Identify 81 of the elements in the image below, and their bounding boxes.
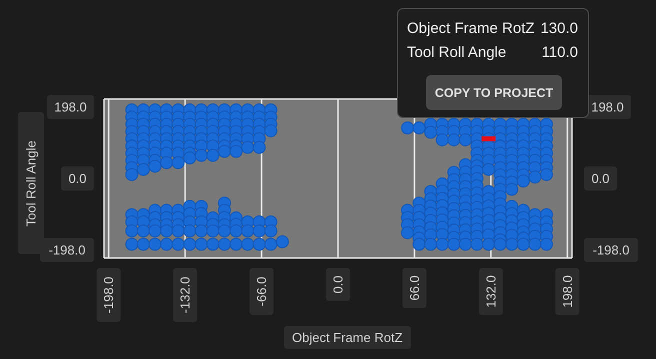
point bbox=[241, 238, 254, 251]
x-tick-label: -132.0 bbox=[178, 276, 193, 314]
x-tick-label: 66.0 bbox=[406, 275, 422, 301]
point bbox=[172, 156, 185, 170]
point bbox=[458, 133, 472, 146]
point bbox=[401, 121, 414, 134]
point bbox=[482, 238, 496, 251]
point bbox=[494, 238, 507, 251]
point bbox=[436, 238, 449, 251]
point bbox=[160, 224, 174, 238]
point bbox=[230, 224, 243, 238]
point bbox=[252, 224, 266, 238]
point bbox=[194, 238, 208, 251]
y2-tick-label: -198.0 bbox=[592, 242, 630, 258]
point bbox=[218, 238, 231, 251]
point bbox=[194, 148, 208, 162]
point bbox=[436, 133, 449, 146]
point bbox=[505, 182, 518, 196]
point bbox=[125, 238, 138, 251]
point bbox=[183, 238, 196, 251]
point bbox=[148, 238, 162, 251]
point bbox=[230, 238, 243, 251]
point bbox=[241, 140, 254, 154]
point bbox=[194, 224, 208, 238]
point bbox=[412, 121, 426, 134]
point bbox=[125, 224, 138, 238]
point bbox=[424, 238, 438, 251]
point bbox=[172, 224, 185, 238]
y-tick-label: 0.0 bbox=[68, 171, 87, 186]
point bbox=[252, 238, 266, 251]
point bbox=[482, 162, 496, 176]
popup-panel: Object Frame RotZ 130.0 Tool Roll Angle 110.0 COPY TO PROJECT bbox=[397, 8, 589, 118]
point bbox=[218, 224, 231, 238]
y-tick-label: 198.0 bbox=[54, 99, 87, 114]
copy-button[interactable]: COPY TO PROJECT bbox=[426, 75, 562, 110]
y-axis-title: Tool Roll Angle bbox=[24, 140, 38, 226]
point bbox=[252, 140, 266, 154]
point bbox=[276, 235, 289, 248]
x-tick-label: 132.0 bbox=[483, 275, 498, 308]
point bbox=[458, 238, 472, 251]
point bbox=[206, 148, 220, 162]
point bbox=[206, 224, 220, 238]
point bbox=[528, 238, 542, 251]
point bbox=[505, 238, 518, 251]
point bbox=[206, 238, 220, 251]
point bbox=[447, 133, 460, 146]
point bbox=[136, 162, 150, 176]
point bbox=[183, 151, 196, 164]
point bbox=[172, 238, 185, 251]
point bbox=[160, 238, 174, 251]
point bbox=[264, 238, 278, 251]
point bbox=[148, 160, 162, 173]
point bbox=[540, 168, 554, 182]
y2-tick-label: 198.0 bbox=[591, 99, 624, 114]
point bbox=[424, 126, 438, 139]
point bbox=[125, 168, 138, 182]
point bbox=[136, 238, 150, 251]
point bbox=[183, 224, 196, 238]
point bbox=[540, 238, 554, 251]
point bbox=[401, 226, 414, 240]
x-tick-label: -66.0 bbox=[254, 276, 270, 306]
x-tick-label: -198.0 bbox=[101, 276, 116, 314]
x-axis-title: Object Frame RotZ bbox=[284, 326, 411, 349]
point bbox=[447, 238, 460, 251]
y-tick-label: -198.0 bbox=[48, 242, 86, 258]
point bbox=[516, 238, 530, 251]
point bbox=[528, 170, 542, 184]
point bbox=[160, 156, 174, 170]
x-tick-label: 0.0 bbox=[330, 275, 346, 294]
point bbox=[470, 238, 484, 251]
point bbox=[412, 238, 426, 251]
point bbox=[218, 144, 231, 158]
point bbox=[264, 124, 278, 138]
point bbox=[230, 144, 243, 158]
point bbox=[241, 224, 254, 238]
x-tick-label: 198.0 bbox=[560, 275, 575, 308]
point bbox=[148, 224, 162, 238]
y2-tick-label: 0.0 bbox=[591, 171, 610, 186]
point bbox=[136, 224, 150, 238]
point bbox=[264, 224, 278, 238]
point bbox=[516, 174, 530, 188]
